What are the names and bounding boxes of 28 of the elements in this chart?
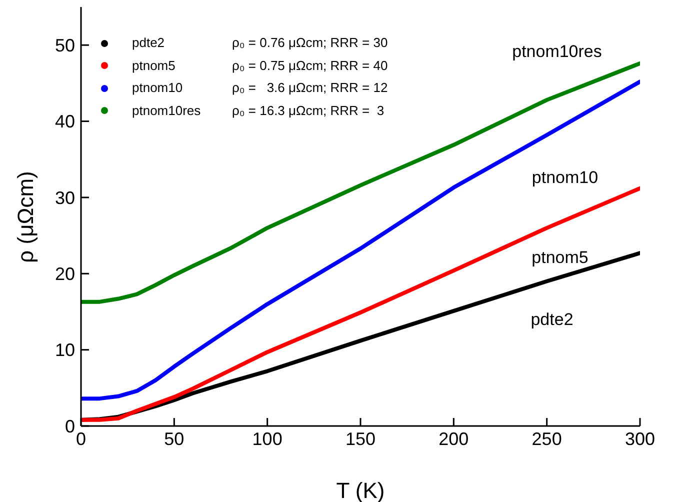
x-tick-label: 50: [164, 428, 184, 449]
annotation: ρ₀ = 0.76 μΩcm; RRR = 30: [232, 34, 388, 52]
y-tick-label: 30: [54, 188, 75, 208]
y-tick-label: 40: [54, 112, 75, 132]
y-tick-label: 10: [54, 340, 75, 360]
line-series: [81, 61, 640, 304]
y-tick-label: 0: [64, 416, 75, 436]
y-tick-label: 50: [54, 35, 75, 56]
y-tick-label: 20: [54, 264, 75, 284]
annotation: pdte2: [530, 310, 574, 330]
legend-label: pdte2: [132, 34, 166, 52]
annotation: ρ₀ = 0.75 μΩcm; RRR = 40: [232, 56, 388, 75]
x-tick-label: 150: [345, 428, 376, 449]
line-series: [81, 186, 640, 422]
legend-label: ptnom5: [132, 56, 176, 75]
x-tick-label: 300: [624, 428, 656, 449]
x-tick-label: 250: [532, 428, 562, 449]
y-axis-title: ρ (μΩcm): [13, 170, 39, 262]
legend-label: ptnom10: [132, 79, 184, 97]
annotation: ptnom10res: [512, 42, 602, 62]
line-series: [81, 80, 640, 401]
annotation: ρ₀ = 16.3 μΩcm; RRR = 3: [232, 102, 384, 120]
annotation: ptnom10: [532, 168, 598, 188]
x-tick-label: 200: [438, 428, 469, 449]
annotation: ptnom5: [532, 248, 588, 268]
legend-label: ptnom10res: [132, 102, 202, 120]
annotation: ρ₀ = 3.6 μΩcm; RRR = 12: [232, 79, 388, 97]
x-tick-label: 100: [252, 428, 282, 449]
